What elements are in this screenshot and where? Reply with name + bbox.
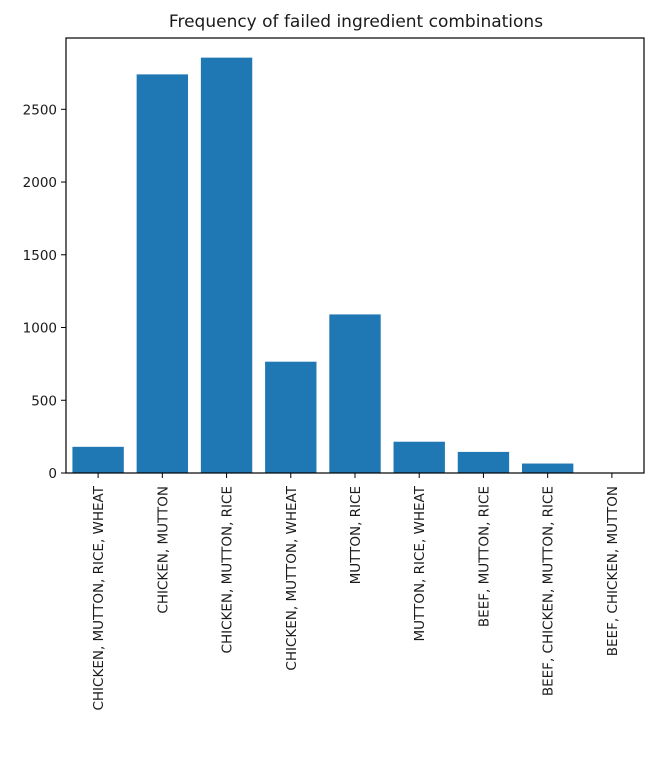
bar-2 (200, 57, 253, 473)
x-tick-label-8: BEEF, CHICKEN, MUTTON (605, 486, 621, 656)
bars-group (72, 57, 638, 473)
y-axis: 0 500 1000 1500 2000 2500 (23, 102, 66, 482)
bar-5 (393, 441, 445, 473)
x-axis: CHICKEN, MUTTON, RICE, WHEAT CHICKEN, MUT… (91, 473, 621, 711)
bar-3 (265, 361, 317, 473)
y-tick-label-0: 0 (48, 466, 57, 482)
bar-6 (457, 451, 510, 473)
bar-4 (329, 314, 381, 473)
bar-0 (72, 446, 124, 473)
bar-7 (521, 463, 574, 473)
y-tick-label-1: 500 (31, 393, 57, 409)
x-tick-label-4: MUTTON, RICE (348, 486, 364, 584)
y-tick-label-5: 2500 (23, 102, 57, 118)
chart-title: Frequency of failed ingredient combinati… (169, 12, 543, 32)
y-tick-label-3: 1500 (23, 248, 57, 264)
bar-1 (136, 74, 189, 473)
x-tick-label-3: CHICKEN, MUTTON, WHEAT (284, 485, 300, 670)
x-tick-label-0: CHICKEN, MUTTON, RICE, WHEAT (91, 485, 107, 710)
x-tick-label-5: MUTTON, RICE, WHEAT (412, 485, 428, 641)
x-tick-label-6: BEEF, MUTTON, RICE (476, 486, 492, 627)
x-tick-label-2: CHICKEN, MUTTON, RICE (220, 486, 236, 653)
x-tick-label-1: CHICKEN, MUTTON (155, 486, 171, 614)
x-tick-label-7: BEEF, CHICKEN, MUTTON, RICE (541, 486, 557, 696)
y-tick-label-4: 2000 (23, 175, 57, 191)
y-tick-label-2: 1000 (23, 321, 57, 337)
